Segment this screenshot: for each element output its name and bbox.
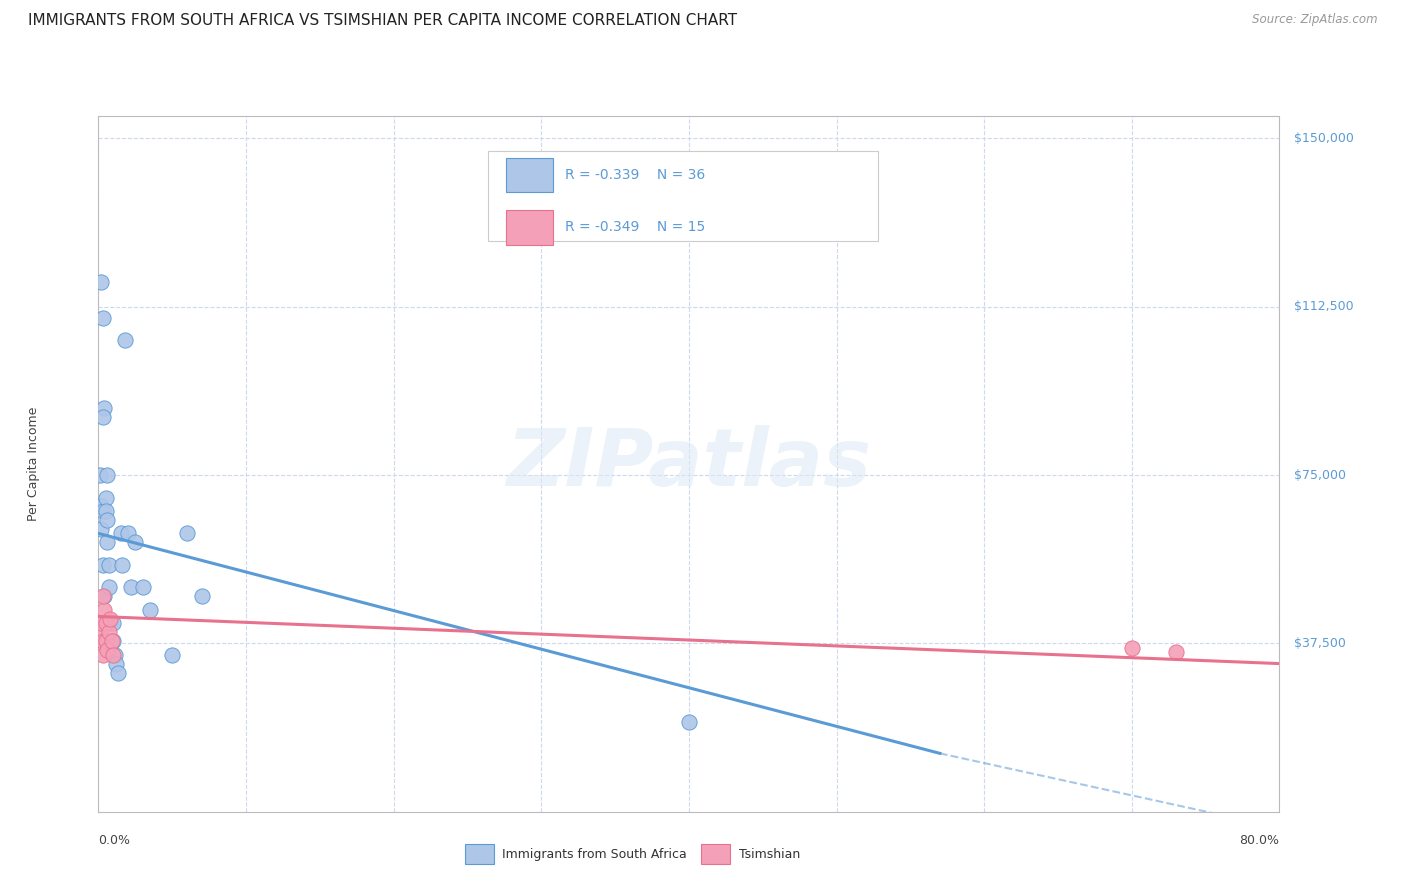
Point bbox=[114, 334, 136, 348]
Text: 80.0%: 80.0% bbox=[1240, 834, 1279, 847]
Point bbox=[100, 634, 122, 648]
Text: ZIPatlas: ZIPatlas bbox=[506, 425, 872, 503]
Text: $37,500: $37,500 bbox=[1294, 637, 1346, 650]
Point bbox=[139, 603, 162, 617]
Point bbox=[94, 504, 117, 518]
Point bbox=[1121, 640, 1143, 655]
Point bbox=[97, 580, 120, 594]
FancyBboxPatch shape bbox=[488, 151, 877, 241]
Point bbox=[91, 558, 114, 572]
Point bbox=[120, 580, 142, 594]
Text: IMMIGRANTS FROM SOUTH AFRICA VS TSIMSHIAN PER CAPITA INCOME CORRELATION CHART: IMMIGRANTS FROM SOUTH AFRICA VS TSIMSHIA… bbox=[28, 13, 737, 29]
Point bbox=[91, 409, 114, 424]
FancyBboxPatch shape bbox=[464, 845, 494, 863]
Point bbox=[90, 616, 112, 631]
Point bbox=[103, 634, 125, 648]
Text: $112,500: $112,500 bbox=[1294, 301, 1353, 313]
Point bbox=[93, 603, 115, 617]
Point bbox=[93, 589, 115, 603]
FancyBboxPatch shape bbox=[506, 158, 553, 193]
Text: 0.0%: 0.0% bbox=[98, 834, 131, 847]
Text: $150,000: $150,000 bbox=[1294, 132, 1354, 145]
Point bbox=[91, 634, 114, 648]
Point bbox=[176, 526, 198, 541]
Text: R = -0.349    N = 15: R = -0.349 N = 15 bbox=[565, 220, 706, 235]
Point bbox=[94, 491, 117, 505]
Text: Source: ZipAtlas.com: Source: ZipAtlas.com bbox=[1253, 13, 1378, 27]
Point bbox=[1164, 645, 1187, 659]
Point bbox=[90, 275, 112, 289]
Point bbox=[91, 589, 114, 603]
Text: Per Capita Income: Per Capita Income bbox=[27, 407, 39, 521]
Point bbox=[117, 526, 139, 541]
Point bbox=[678, 714, 700, 729]
Point bbox=[97, 558, 120, 572]
Point bbox=[124, 535, 146, 549]
Point bbox=[96, 513, 118, 527]
Point bbox=[98, 612, 121, 626]
Text: R = -0.339    N = 36: R = -0.339 N = 36 bbox=[565, 168, 706, 182]
Text: Immigrants from South Africa: Immigrants from South Africa bbox=[502, 847, 688, 861]
Point bbox=[103, 648, 125, 662]
Point bbox=[94, 616, 117, 631]
Point bbox=[91, 648, 114, 662]
Point bbox=[103, 616, 125, 631]
FancyBboxPatch shape bbox=[700, 845, 730, 863]
Point bbox=[96, 535, 118, 549]
Point bbox=[107, 665, 129, 680]
FancyBboxPatch shape bbox=[506, 210, 553, 244]
Point bbox=[98, 616, 121, 631]
Point bbox=[100, 634, 122, 648]
Point bbox=[89, 625, 111, 640]
Point bbox=[162, 648, 183, 662]
Point bbox=[96, 643, 118, 657]
Point bbox=[105, 657, 128, 671]
Point bbox=[104, 648, 127, 662]
Point bbox=[111, 558, 134, 572]
Point bbox=[90, 522, 112, 536]
Point bbox=[132, 580, 155, 594]
Point bbox=[90, 500, 112, 514]
Point bbox=[94, 634, 117, 648]
Point bbox=[191, 589, 214, 603]
Point bbox=[89, 468, 111, 483]
Point bbox=[110, 526, 132, 541]
Point bbox=[97, 625, 120, 640]
Point bbox=[93, 401, 115, 415]
Point bbox=[91, 310, 114, 325]
Point bbox=[96, 468, 118, 483]
Text: $75,000: $75,000 bbox=[1294, 468, 1346, 482]
Point bbox=[91, 504, 114, 518]
Text: Tsimshian: Tsimshian bbox=[738, 847, 800, 861]
